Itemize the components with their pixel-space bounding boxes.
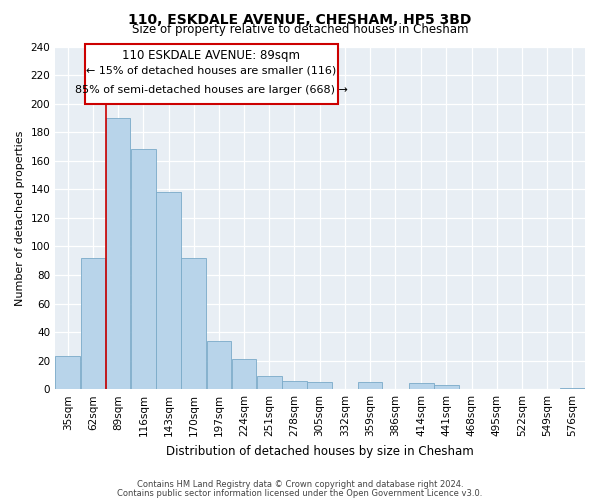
Text: Contains public sector information licensed under the Open Government Licence v3: Contains public sector information licen… — [118, 488, 482, 498]
Text: 110, ESKDALE AVENUE, CHESHAM, HP5 3BD: 110, ESKDALE AVENUE, CHESHAM, HP5 3BD — [128, 12, 472, 26]
Bar — [409, 384, 434, 389]
Bar — [181, 258, 206, 389]
Bar — [257, 376, 281, 389]
Text: Contains HM Land Registry data © Crown copyright and database right 2024.: Contains HM Land Registry data © Crown c… — [137, 480, 463, 489]
Y-axis label: Number of detached properties: Number of detached properties — [15, 130, 25, 306]
Text: Size of property relative to detached houses in Chesham: Size of property relative to detached ho… — [132, 22, 468, 36]
X-axis label: Distribution of detached houses by size in Chesham: Distribution of detached houses by size … — [166, 444, 474, 458]
Bar — [434, 385, 459, 389]
Bar — [358, 382, 382, 389]
Bar — [80, 258, 106, 389]
Bar — [106, 118, 130, 389]
Bar — [131, 150, 155, 389]
Text: ← 15% of detached houses are smaller (116): ← 15% of detached houses are smaller (11… — [86, 65, 337, 75]
Text: 85% of semi-detached houses are larger (668) →: 85% of semi-detached houses are larger (… — [75, 85, 348, 95]
FancyBboxPatch shape — [85, 44, 338, 104]
Bar — [156, 192, 181, 389]
Bar — [232, 359, 256, 389]
Bar — [55, 356, 80, 389]
Bar — [560, 388, 585, 389]
Text: 110 ESKDALE AVENUE: 89sqm: 110 ESKDALE AVENUE: 89sqm — [122, 49, 301, 62]
Bar — [307, 382, 332, 389]
Bar — [206, 340, 231, 389]
Bar — [282, 380, 307, 389]
